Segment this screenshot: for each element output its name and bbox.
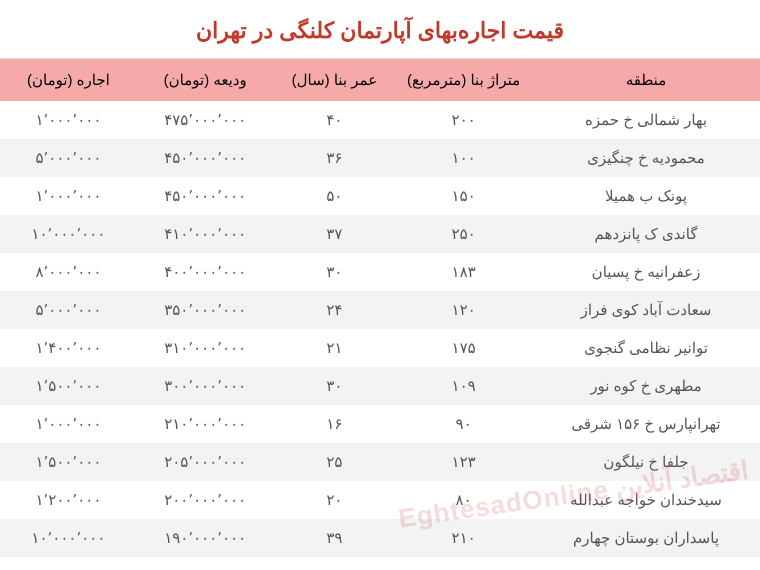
cell-deposit: ۴۵۰٬۰۰۰٬۰۰۰	[137, 139, 274, 177]
price-table: منطقه متراژ بنا (مترمربع) عمر بنا (سال) …	[0, 59, 760, 557]
table-row: توانیر نظامی گنجوی۱۷۵۲۱۳۱۰٬۰۰۰٬۰۰۰۱٬۴۰۰٬…	[0, 329, 760, 367]
cell-region: سیدخندان خواجه عبدالله	[532, 481, 760, 519]
cell-region: تهرانپارس خ ۱۵۶ شرقی	[532, 405, 760, 443]
cell-area: ۸۰	[395, 481, 532, 519]
cell-region: جلفا خ نیلگون	[532, 443, 760, 481]
table-row: تهرانپارس خ ۱۵۶ شرقی۹۰۱۶۲۱۰٬۰۰۰٬۰۰۰۱٬۰۰۰…	[0, 405, 760, 443]
cell-deposit: ۳۵۰٬۰۰۰٬۰۰۰	[137, 291, 274, 329]
table-row: زعفرانیه خ پسیان۱۸۳۳۰۴۰۰٬۰۰۰٬۰۰۰۸٬۰۰۰٬۰۰…	[0, 253, 760, 291]
cell-rent: ۵٬۰۰۰٬۰۰۰	[0, 291, 137, 329]
table-row: پاسداران بوستان چهارم۲۱۰۳۹۱۹۰٬۰۰۰٬۰۰۰۱۰٬…	[0, 519, 760, 557]
cell-region: محمودیه خ چنگیزی	[532, 139, 760, 177]
cell-region: زعفرانیه خ پسیان	[532, 253, 760, 291]
cell-area: ۱۵۰	[395, 177, 532, 215]
cell-rent: ۱۰٬۰۰۰٬۰۰۰	[0, 215, 137, 253]
col-header-region: منطقه	[532, 59, 760, 101]
cell-deposit: ۲۰۵٬۰۰۰٬۰۰۰	[137, 443, 274, 481]
cell-age: ۲۴	[274, 291, 396, 329]
cell-rent: ۱٬۰۰۰٬۰۰۰	[0, 177, 137, 215]
table-row: گاندی ک پانزدهم۲۵۰۳۷۴۱۰٬۰۰۰٬۰۰۰۱۰٬۰۰۰٬۰۰…	[0, 215, 760, 253]
cell-rent: ۵٬۰۰۰٬۰۰۰	[0, 139, 137, 177]
table-body: بهار شمالی خ حمزه۲۰۰۴۰۴۷۵٬۰۰۰٬۰۰۰۱٬۰۰۰٬۰…	[0, 101, 760, 557]
cell-rent: ۸٬۰۰۰٬۰۰۰	[0, 253, 137, 291]
cell-age: ۳۶	[274, 139, 396, 177]
cell-age: ۱۶	[274, 405, 396, 443]
cell-area: ۹۰	[395, 405, 532, 443]
header-row: منطقه متراژ بنا (مترمربع) عمر بنا (سال) …	[0, 59, 760, 101]
cell-deposit: ۴۵۰٬۰۰۰٬۰۰۰	[137, 177, 274, 215]
cell-deposit: ۱۹۰٬۰۰۰٬۰۰۰	[137, 519, 274, 557]
col-header-area: متراژ بنا (مترمربع)	[395, 59, 532, 101]
cell-region: گاندی ک پانزدهم	[532, 215, 760, 253]
cell-area: ۱۲۰	[395, 291, 532, 329]
title-bar: قیمت اجاره‌بهای آپارتمان کلنگی در تهران	[0, 0, 760, 59]
cell-deposit: ۳۱۰٬۰۰۰٬۰۰۰	[137, 329, 274, 367]
cell-age: ۳۰	[274, 367, 396, 405]
cell-age: ۳۰	[274, 253, 396, 291]
cell-deposit: ۲۱۰٬۰۰۰٬۰۰۰	[137, 405, 274, 443]
cell-area: ۱۰۰	[395, 139, 532, 177]
cell-age: ۳۹	[274, 519, 396, 557]
cell-rent: ۱۰٬۰۰۰٬۰۰۰	[0, 519, 137, 557]
cell-age: ۳۷	[274, 215, 396, 253]
cell-age: ۲۰	[274, 481, 396, 519]
cell-area: ۲۱۰	[395, 519, 532, 557]
cell-rent: ۱٬۵۰۰٬۰۰۰	[0, 443, 137, 481]
cell-deposit: ۳۰۰٬۰۰۰٬۰۰۰	[137, 367, 274, 405]
table-row: سعادت آباد کوی فراز۱۲۰۲۴۳۵۰٬۰۰۰٬۰۰۰۵٬۰۰۰…	[0, 291, 760, 329]
col-header-age: عمر بنا (سال)	[274, 59, 396, 101]
cell-rent: ۱٬۵۰۰٬۰۰۰	[0, 367, 137, 405]
cell-rent: ۱٬۰۰۰٬۰۰۰	[0, 101, 137, 139]
table-row: محمودیه خ چنگیزی۱۰۰۳۶۴۵۰٬۰۰۰٬۰۰۰۵٬۰۰۰٬۰۰…	[0, 139, 760, 177]
cell-area: ۱۷۵	[395, 329, 532, 367]
col-header-deposit: ودیعه (تومان)	[137, 59, 274, 101]
table-row: مطهری خ کوه نور۱۰۹۳۰۳۰۰٬۰۰۰٬۰۰۰۱٬۵۰۰٬۰۰۰	[0, 367, 760, 405]
cell-region: بهار شمالی خ حمزه	[532, 101, 760, 139]
table-row: پونک ب همیلا۱۵۰۵۰۴۵۰٬۰۰۰٬۰۰۰۱٬۰۰۰٬۰۰۰	[0, 177, 760, 215]
cell-area: ۱۸۳	[395, 253, 532, 291]
cell-age: ۵۰	[274, 177, 396, 215]
cell-area: ۲۵۰	[395, 215, 532, 253]
cell-deposit: ۴۱۰٬۰۰۰٬۰۰۰	[137, 215, 274, 253]
table-row: بهار شمالی خ حمزه۲۰۰۴۰۴۷۵٬۰۰۰٬۰۰۰۱٬۰۰۰٬۰…	[0, 101, 760, 139]
cell-region: مطهری خ کوه نور	[532, 367, 760, 405]
cell-region: پونک ب همیلا	[532, 177, 760, 215]
page-title: قیمت اجاره‌بهای آپارتمان کلنگی در تهران	[196, 18, 564, 43]
cell-region: پاسداران بوستان چهارم	[532, 519, 760, 557]
cell-rent: ۱٬۰۰۰٬۰۰۰	[0, 405, 137, 443]
cell-area: ۱۲۳	[395, 443, 532, 481]
cell-rent: ۱٬۲۰۰٬۰۰۰	[0, 481, 137, 519]
cell-rent: ۱٬۴۰۰٬۰۰۰	[0, 329, 137, 367]
table-row: سیدخندان خواجه عبدالله۸۰۲۰۲۰۰٬۰۰۰٬۰۰۰۱٬۲…	[0, 481, 760, 519]
col-header-rent: اجاره (تومان)	[0, 59, 137, 101]
table-row: جلفا خ نیلگون۱۲۳۲۵۲۰۵٬۰۰۰٬۰۰۰۱٬۵۰۰٬۰۰۰	[0, 443, 760, 481]
cell-area: ۲۰۰	[395, 101, 532, 139]
cell-region: سعادت آباد کوی فراز	[532, 291, 760, 329]
cell-age: ۲۵	[274, 443, 396, 481]
cell-deposit: ۴۷۵٬۰۰۰٬۰۰۰	[137, 101, 274, 139]
cell-age: ۲۱	[274, 329, 396, 367]
cell-deposit: ۴۰۰٬۰۰۰٬۰۰۰	[137, 253, 274, 291]
cell-deposit: ۲۰۰٬۰۰۰٬۰۰۰	[137, 481, 274, 519]
cell-area: ۱۰۹	[395, 367, 532, 405]
cell-region: توانیر نظامی گنجوی	[532, 329, 760, 367]
cell-age: ۴۰	[274, 101, 396, 139]
